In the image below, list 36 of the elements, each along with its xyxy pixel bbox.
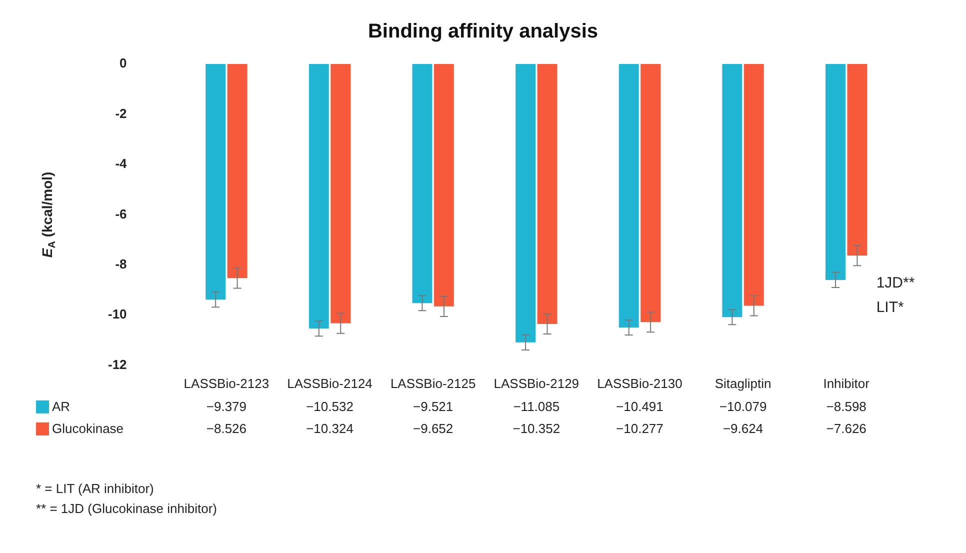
annotation: 1JD** xyxy=(876,274,915,292)
data-label: −10.491 xyxy=(616,398,664,414)
x-tick-label: LASSBio-2125 xyxy=(390,376,476,391)
data-label: −8.598 xyxy=(826,398,866,414)
data-label: −10.352 xyxy=(512,420,560,436)
data-label: −10.079 xyxy=(719,398,767,414)
data-label: −10.277 xyxy=(616,420,664,436)
data-label: −10.324 xyxy=(306,420,354,436)
x-tick-label: LASSBio-2129 xyxy=(494,376,580,391)
y-tick-label: -8 xyxy=(115,256,127,272)
data-label: −8.526 xyxy=(206,420,247,436)
x-tick-label: LASSBio-2130 xyxy=(597,376,682,391)
annotation: LIT* xyxy=(876,299,904,316)
y-tick-label: -10 xyxy=(108,306,127,322)
x-tick-label: LASSBio-2124 xyxy=(287,376,372,391)
data-label: −10.532 xyxy=(306,398,354,414)
y-tick-label: -6 xyxy=(115,206,127,222)
legend-label: AR xyxy=(52,398,70,414)
y-tick-label: 0 xyxy=(120,56,127,71)
y-tick-label: -4 xyxy=(115,156,128,172)
x-tick-label: Inhibitor xyxy=(823,376,870,391)
x-tick-label: LASSBio-2123 xyxy=(184,376,270,391)
data-label: −9.521 xyxy=(413,398,454,414)
data-label: −11.085 xyxy=(513,398,560,414)
legend-label: Glucokinase xyxy=(52,420,124,436)
y-axis-title: EA (kcal/mol) xyxy=(38,172,58,258)
y-tick-label: -2 xyxy=(115,106,127,121)
y-tick-label: -12 xyxy=(108,356,127,372)
x-tick-label: Sitagliptin xyxy=(714,376,772,391)
text: ** = 1JD (Glucokinase inhibitor) xyxy=(36,500,217,516)
data-label: −9.379 xyxy=(206,398,247,414)
data-label: −9.624 xyxy=(722,420,764,436)
chart-title: Binding affinity analysis xyxy=(368,20,598,43)
text: * = LIT (AR inhibitor) xyxy=(36,480,154,496)
data-label: −7.626 xyxy=(826,420,866,436)
data-label: −9.652 xyxy=(413,420,454,436)
